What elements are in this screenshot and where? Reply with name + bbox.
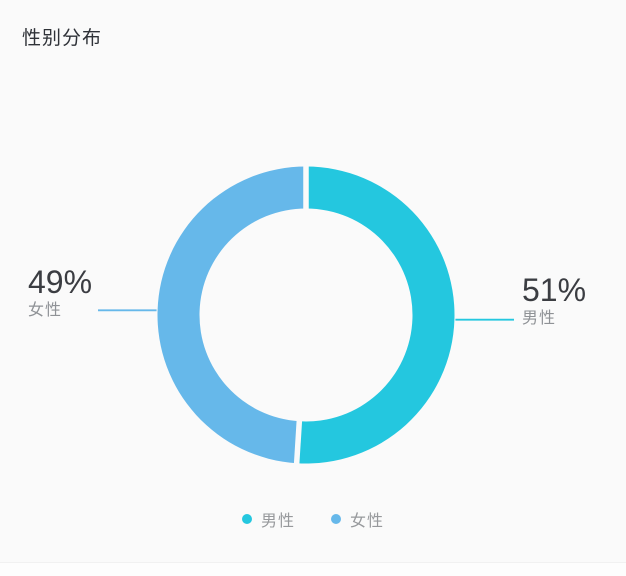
legend-item-male[interactable]: 男性 xyxy=(241,507,295,531)
chart-title: 性别分布 xyxy=(22,28,103,49)
donut-slice-female[interactable] xyxy=(157,166,306,464)
donut-slice-male[interactable] xyxy=(296,166,455,464)
legend-label-female: 女性 xyxy=(350,513,385,530)
slice-separator xyxy=(293,414,303,471)
legend-label-male: 男性 xyxy=(260,513,295,530)
chart-legend: 男性 女性 xyxy=(0,507,626,531)
legend-dot-female-icon xyxy=(331,514,341,524)
legend-item-female[interactable]: 女性 xyxy=(331,507,384,531)
card-bottom-edge xyxy=(0,562,626,576)
legend-dot-male-icon xyxy=(241,514,252,524)
